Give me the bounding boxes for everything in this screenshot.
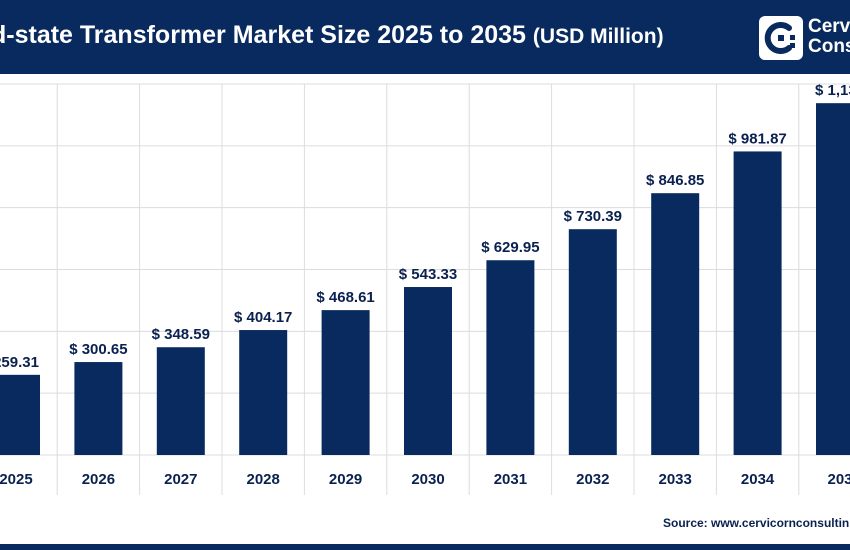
title-banner: d-state Transformer Market Size 2025 to …	[0, 0, 850, 74]
data-label-2032: $ 730.39	[564, 208, 622, 225]
chart-title-text: d-state Transformer Market Size 2025 to …	[0, 21, 526, 49]
x-tick-2035: 203	[827, 471, 850, 488]
x-tick-2033: 2033	[659, 471, 692, 488]
data-label-2030: $ 543.33	[399, 266, 457, 283]
data-label-2028: $ 404.17	[234, 309, 292, 326]
footer-line	[0, 544, 850, 550]
x-tick-2032: 2032	[576, 471, 609, 488]
x-tick-2027: 2027	[164, 471, 197, 488]
cervicorn-logo-icon	[759, 16, 803, 60]
bar-2035	[816, 103, 850, 455]
bar-2025	[0, 374, 40, 455]
bar-2030	[404, 287, 452, 455]
data-label-2025: 259.31	[0, 354, 39, 371]
bar-2032	[568, 229, 617, 455]
x-tick-2031: 2031	[494, 471, 527, 488]
data-label-2026: $ 300.65	[69, 341, 127, 358]
data-label-2029: $ 468.61	[316, 289, 374, 306]
bar-2026	[74, 362, 123, 455]
x-tick-2025: 2025	[0, 471, 33, 488]
bar-2034	[733, 151, 782, 455]
x-tick-2026: 2026	[82, 471, 115, 488]
bar-2031	[486, 260, 535, 455]
bar-2029	[321, 310, 370, 455]
bar-2033	[651, 193, 700, 456]
x-tick-2034: 2034	[741, 471, 775, 488]
brand-name-line2: Consu	[808, 36, 850, 57]
chart-title: d-state Transformer Market Size 2025 to …	[0, 18, 664, 54]
x-tick-2029: 2029	[329, 471, 362, 488]
brand-name: Cervi Consu	[808, 17, 850, 57]
x-tick-2028: 2028	[247, 471, 280, 488]
data-label-2034: $ 981.87	[728, 130, 786, 147]
source-note: Source: www.cervicornconsultin	[663, 516, 850, 530]
chart-title-unit: (USD Million)	[532, 25, 664, 48]
data-label-2031: $ 629.95	[481, 239, 539, 256]
data-label-2035: $ 1,138	[815, 82, 850, 99]
bar-2027	[156, 347, 205, 455]
x-tick-2030: 2030	[411, 471, 444, 488]
bar-2028	[239, 330, 288, 455]
data-label-2033: $ 846.85	[646, 172, 704, 189]
data-label-2027: $ 348.59	[152, 326, 210, 343]
brand-name-line1: Cervi	[808, 16, 850, 37]
